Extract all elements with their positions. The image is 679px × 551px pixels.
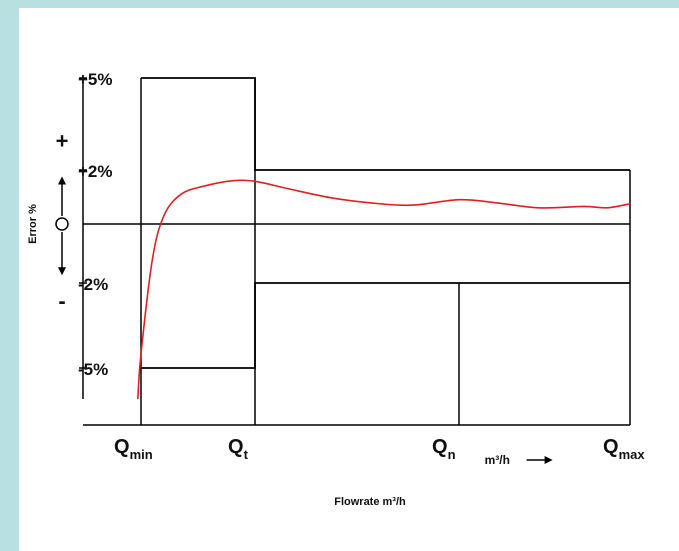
y-tick-label: -2% <box>78 275 108 294</box>
plus-sign: + <box>56 129 69 154</box>
y-axis-title: Error % <box>27 204 39 244</box>
x-tick-label-qmin: Qmin <box>114 436 153 462</box>
x-unit-label: m³/h <box>485 453 510 467</box>
error-curve-0 <box>137 179 631 400</box>
zero-circle-icon <box>55 217 69 231</box>
y-tick-label: +5% <box>78 70 113 89</box>
x-arrow-head <box>544 456 553 464</box>
x-tick-label-qn: Qn <box>432 436 456 462</box>
x-axis-title: Flowrate m³/h <box>334 496 406 508</box>
x-tick-subscript: n <box>448 447 456 462</box>
upper-error-limit <box>141 77 630 171</box>
x-tick-label-qt: Qt <box>228 436 249 462</box>
down-arrow-head <box>58 267 66 276</box>
y-tick-label: +2% <box>78 162 113 181</box>
up-arrow-head <box>58 176 66 185</box>
x-tick-subscript: max <box>619 447 646 462</box>
x-tick-subscript: min <box>130 447 153 462</box>
lower-error-limit <box>141 282 630 369</box>
minus-sign: - <box>58 289 65 314</box>
x-tick-subscript: t <box>244 447 249 462</box>
x-tick-label-qmax: Qmax <box>603 436 645 462</box>
y-tick-label: -5% <box>78 360 108 379</box>
